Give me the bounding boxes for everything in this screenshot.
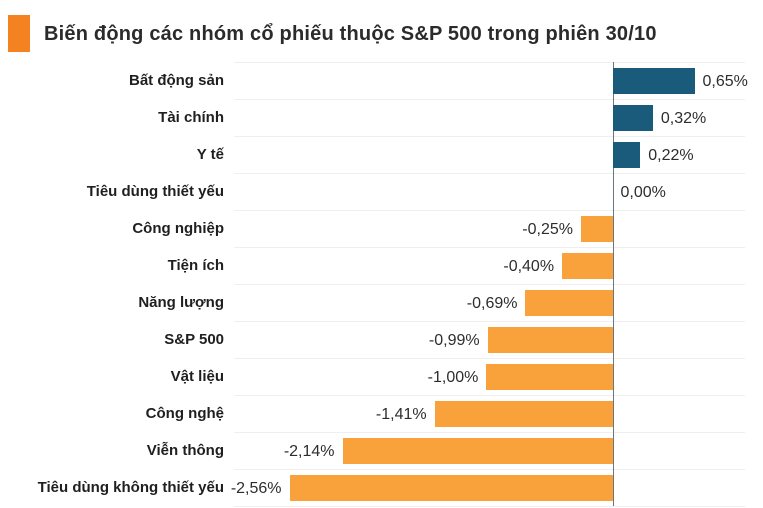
row-plot-area: 0,00% [234, 173, 745, 210]
zero-axis-line [612, 210, 614, 247]
category-label: Năng lượng [138, 294, 224, 311]
bar [342, 438, 613, 464]
bar-value-label: 0,32% [660, 110, 707, 127]
row-plot-area: -0,25% [234, 210, 745, 247]
row-plot-area: -1,41% [234, 395, 745, 432]
bar-value-label: -2,56% [230, 480, 282, 497]
chart-row: Tiêu dùng không thiết yếu -2,56% [0, 469, 745, 506]
bar-value-label: -1,41% [375, 406, 427, 423]
zero-axis-line [612, 432, 614, 469]
category-label: Viễn thông [146, 442, 224, 459]
category-label: Tiêu dùng không thiết yếu [37, 479, 224, 496]
category-label: Bất động sản [128, 72, 224, 89]
chart-row: Tiện ích -0,40% [0, 247, 745, 284]
bar-value-label: 0,22% [648, 147, 694, 164]
category-label: Y tế [196, 146, 224, 163]
page-title: Biến động các nhóm cổ phiếu thuộc S&P 50… [44, 22, 657, 45]
bar-value-label: -2,14% [283, 443, 335, 460]
bar [434, 401, 613, 427]
row-plot-area: -0,40% [234, 247, 745, 284]
category-label: Vật liệu [170, 368, 224, 385]
row-plot-area: 0,65% [234, 62, 748, 99]
bar-chart: Bất động sản 0,65% Tài chính 0,32% Y tế … [0, 62, 763, 507]
chart-row: Vật liệu -1,00% [0, 358, 745, 395]
bar [487, 327, 613, 353]
row-plot-area: -1,00% [234, 358, 745, 395]
bar [486, 364, 613, 390]
bar-value-label: -0,99% [428, 332, 480, 349]
category-label: Tiện ích [167, 257, 224, 274]
chart-row: Công nghệ -1,41% [0, 395, 745, 432]
bar-value-label: -0,69% [466, 295, 518, 312]
category-label: Tài chính [158, 109, 224, 126]
row-plot-area: -0,69% [234, 284, 745, 321]
bar [580, 216, 613, 242]
zero-axis-line [612, 284, 614, 321]
chart-row: Năng lượng -0,69% [0, 284, 745, 321]
chart-row: Bất động sản 0,65% [0, 62, 748, 99]
zero-axis-line [612, 358, 614, 395]
zero-axis-line [612, 247, 614, 284]
chart-row: Tiêu dùng thiết yếu 0,00% [0, 173, 745, 210]
chart-row: Y tế 0,22% [0, 136, 745, 173]
chart-row: S&P 500 -0,99% [0, 321, 745, 358]
row-plot-area: -2,14% [234, 432, 745, 469]
bar-value-label: -0,25% [522, 221, 573, 238]
bar-value-label: -0,40% [503, 258, 555, 275]
category-label: S&P 500 [164, 331, 224, 348]
bar [562, 253, 613, 279]
bar-value-label: -1,00% [427, 369, 479, 386]
zero-axis-line [612, 469, 614, 506]
zero-axis-line [612, 173, 614, 210]
row-plot-area: 0,32% [234, 99, 745, 136]
chart-header: Biến động các nhóm cổ phiếu thuộc S&P 50… [0, 0, 763, 52]
row-plot-area: 0,22% [234, 136, 745, 173]
chart-row: Viễn thông -2,14% [0, 432, 745, 469]
row-plot-area: -0,99% [234, 321, 745, 358]
zero-axis-line [612, 321, 614, 358]
chart-row: Công nghiệp -0,25% [0, 210, 745, 247]
zero-axis-line [612, 395, 614, 432]
category-label: Công nghệ [145, 405, 224, 422]
row-plot-area: -2,56% [230, 469, 745, 506]
bar-value-label: 0,00% [620, 184, 666, 201]
bar [612, 105, 653, 131]
bar [612, 68, 695, 94]
category-label: Tiêu dùng thiết yếu [86, 183, 224, 200]
bar [612, 142, 641, 168]
chart-row: Tài chính 0,32% [0, 99, 745, 136]
title-marker-icon [8, 15, 30, 52]
bar-value-label: 0,65% [702, 73, 748, 90]
category-label: Công nghiệp [132, 220, 224, 237]
row-plot-area [234, 506, 745, 507]
bar [525, 290, 613, 316]
bar [289, 475, 613, 501]
